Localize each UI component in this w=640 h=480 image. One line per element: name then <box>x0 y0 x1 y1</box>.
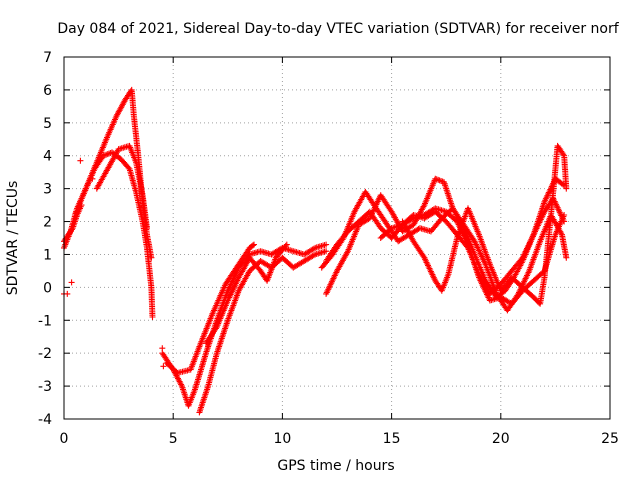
data-point-track-m <box>409 216 416 223</box>
data-point-track-b <box>148 254 155 261</box>
data-point-track-m <box>561 212 568 218</box>
y-tick-label: -3 <box>38 379 52 395</box>
data-point-track-c <box>144 225 150 232</box>
y-tick-label: 7 <box>43 50 52 66</box>
grid-lines <box>64 57 610 419</box>
data-point-outliers <box>89 175 96 182</box>
chart-title: Day 084 of 2021, Sidereal Day-to-day VTE… <box>57 21 619 37</box>
x-tick-labels: 0 5 10 15 20 25 <box>60 431 619 447</box>
data-point-track-l <box>560 151 567 158</box>
x-axis-label: GPS time / hours <box>277 458 394 474</box>
data-point-outliers <box>160 363 167 370</box>
y-tick-label: 5 <box>43 116 52 132</box>
y-tick-label: 6 <box>43 83 52 99</box>
data-point-track-a <box>101 152 108 159</box>
x-tick-label: 15 <box>383 431 401 447</box>
data-point-track-f <box>251 241 257 248</box>
data-point-outliers <box>77 157 84 164</box>
x-tick-label: 20 <box>492 431 510 447</box>
axis-ticks <box>63 56 611 420</box>
x-tick-label: 25 <box>601 431 619 447</box>
data-point-track-a <box>104 151 111 158</box>
x-tick-label: 5 <box>169 431 178 447</box>
y-tick-label: 0 <box>43 280 52 296</box>
data-point-track-e <box>310 245 317 252</box>
data-point-track-g <box>323 248 330 255</box>
data-point-track-k <box>563 254 570 261</box>
y-tick-label: -2 <box>38 346 52 362</box>
plot-border <box>63 56 611 420</box>
x-tick-label: 10 <box>273 431 291 447</box>
data-point-track-d <box>68 226 75 233</box>
y-tick-label: 1 <box>43 247 52 263</box>
data-point-track-l <box>563 185 570 192</box>
y-tick-label: -1 <box>38 313 52 329</box>
y-axis-label: SDTVAR / TECUs <box>5 181 21 296</box>
data-point-track-d <box>78 202 85 209</box>
y-tick-label: 4 <box>43 149 52 165</box>
y-tick-label: 2 <box>43 215 52 231</box>
data-points <box>61 86 570 416</box>
data-point-track-a <box>149 314 156 320</box>
y-tick-label: 3 <box>43 182 52 198</box>
data-point-outliers <box>64 290 71 297</box>
x-tick-label: 0 <box>60 431 69 447</box>
y-tick-label: -4 <box>38 412 52 428</box>
data-point-track-h <box>282 242 289 249</box>
data-point-track-f <box>249 242 256 249</box>
data-point-track-e <box>323 241 330 248</box>
y-tick-labels: -4 -3 -2 -1 0 1 2 3 4 5 6 7 <box>38 50 52 428</box>
data-point-track-i <box>559 181 566 188</box>
data-point-track-h <box>283 241 290 248</box>
data-point-track-g <box>310 252 317 259</box>
data-point-outliers <box>68 279 75 286</box>
